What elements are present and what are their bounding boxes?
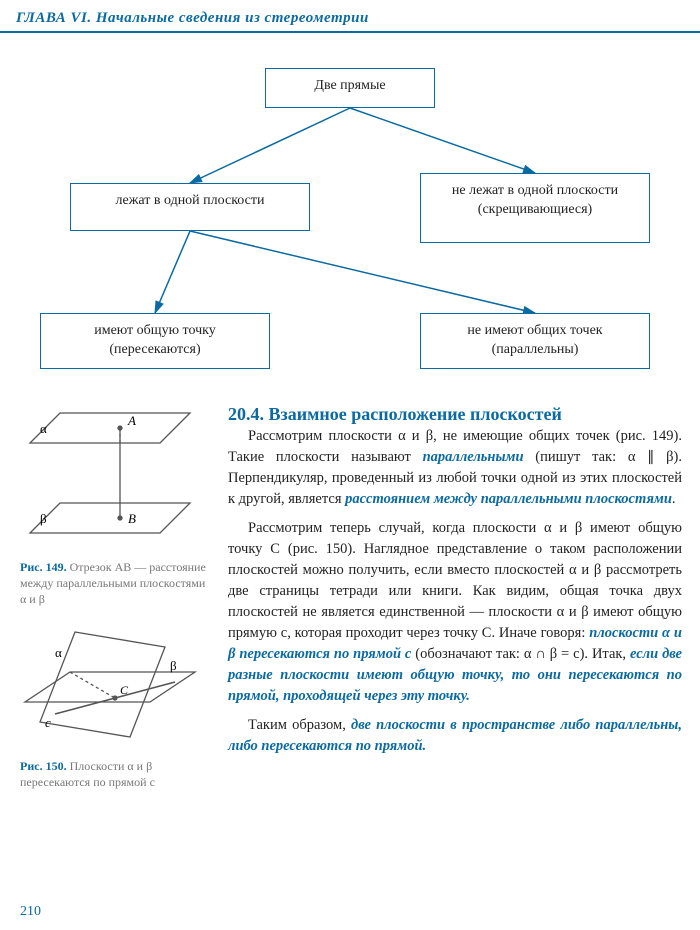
paragraph-2: Рассмотрим теперь случай, когда плоскост… <box>228 518 682 707</box>
fig150-label: Рис. 150. <box>20 759 67 773</box>
fig150-label-c: c <box>45 715 51 730</box>
fig150-label-C: C <box>120 683 129 697</box>
section-title-text: Взаимное расположение плоскостей <box>269 404 562 424</box>
figure-149: A B α β <box>20 403 205 553</box>
chapter-header: ГЛАВА VI. Начальные сведения из стереоме… <box>0 0 700 33</box>
p2c: (обозначают так: α ∩ β = c). Итак, <box>411 646 630 662</box>
flowchart: Две прямые лежат в одной плоскости не ле… <box>0 33 700 403</box>
p3a: Таким образом, <box>248 717 351 733</box>
p2a: Рассмотрим теперь случай, когда плоскост… <box>228 520 682 641</box>
fig149-label-B: B <box>128 511 136 526</box>
paragraph-1: Рассмотрим плоскости α и β, не имеющие о… <box>228 426 682 510</box>
figure-149-caption: Рис. 149. Отрезок AB — расстояние между … <box>20 559 210 608</box>
fig149-label-A: A <box>127 413 136 428</box>
fig149-label: Рис. 149. <box>20 560 67 574</box>
section-title: 20.4. Взаимное расположение плоскостей <box>228 403 682 426</box>
text-column: 20.4. Взаимное расположение плоскостей Р… <box>228 403 682 804</box>
flow-node-left1: лежат в одной плоскости <box>70 183 310 231</box>
fig149-label-beta: β <box>40 511 47 526</box>
p1b: параллельными <box>423 449 524 465</box>
p1e: . <box>672 491 676 507</box>
p1d: расстоянием между параллельными плоскост… <box>345 491 672 507</box>
fig150-label-alpha: α <box>55 645 62 660</box>
figure-150: α β C c <box>20 622 205 752</box>
flow-node-right2: не имеют общих точек (параллельны) <box>420 313 650 369</box>
page-number: 210 <box>20 904 41 920</box>
flow-node-left2: имеют общую точку (пересекаются) <box>40 313 270 369</box>
fig150-label-beta: β <box>170 658 177 673</box>
figure-column: A B α β Рис. 149. Отрезок AB — расстояни… <box>20 403 210 804</box>
flow-node-root: Две прямые <box>265 68 435 108</box>
figure-150-caption: Рис. 150. Плоскости α и β пересекаются п… <box>20 758 210 790</box>
flow-node-right1: не лежат в одной плоскости (скрещивающие… <box>420 173 650 243</box>
fig149-label-alpha: α <box>40 421 47 436</box>
paragraph-3: Таким образом, две плоскости в пространс… <box>228 715 682 757</box>
section-number: 20.4. <box>228 404 264 424</box>
body-columns: A B α β Рис. 149. Отрезок AB — расстояни… <box>0 403 700 804</box>
